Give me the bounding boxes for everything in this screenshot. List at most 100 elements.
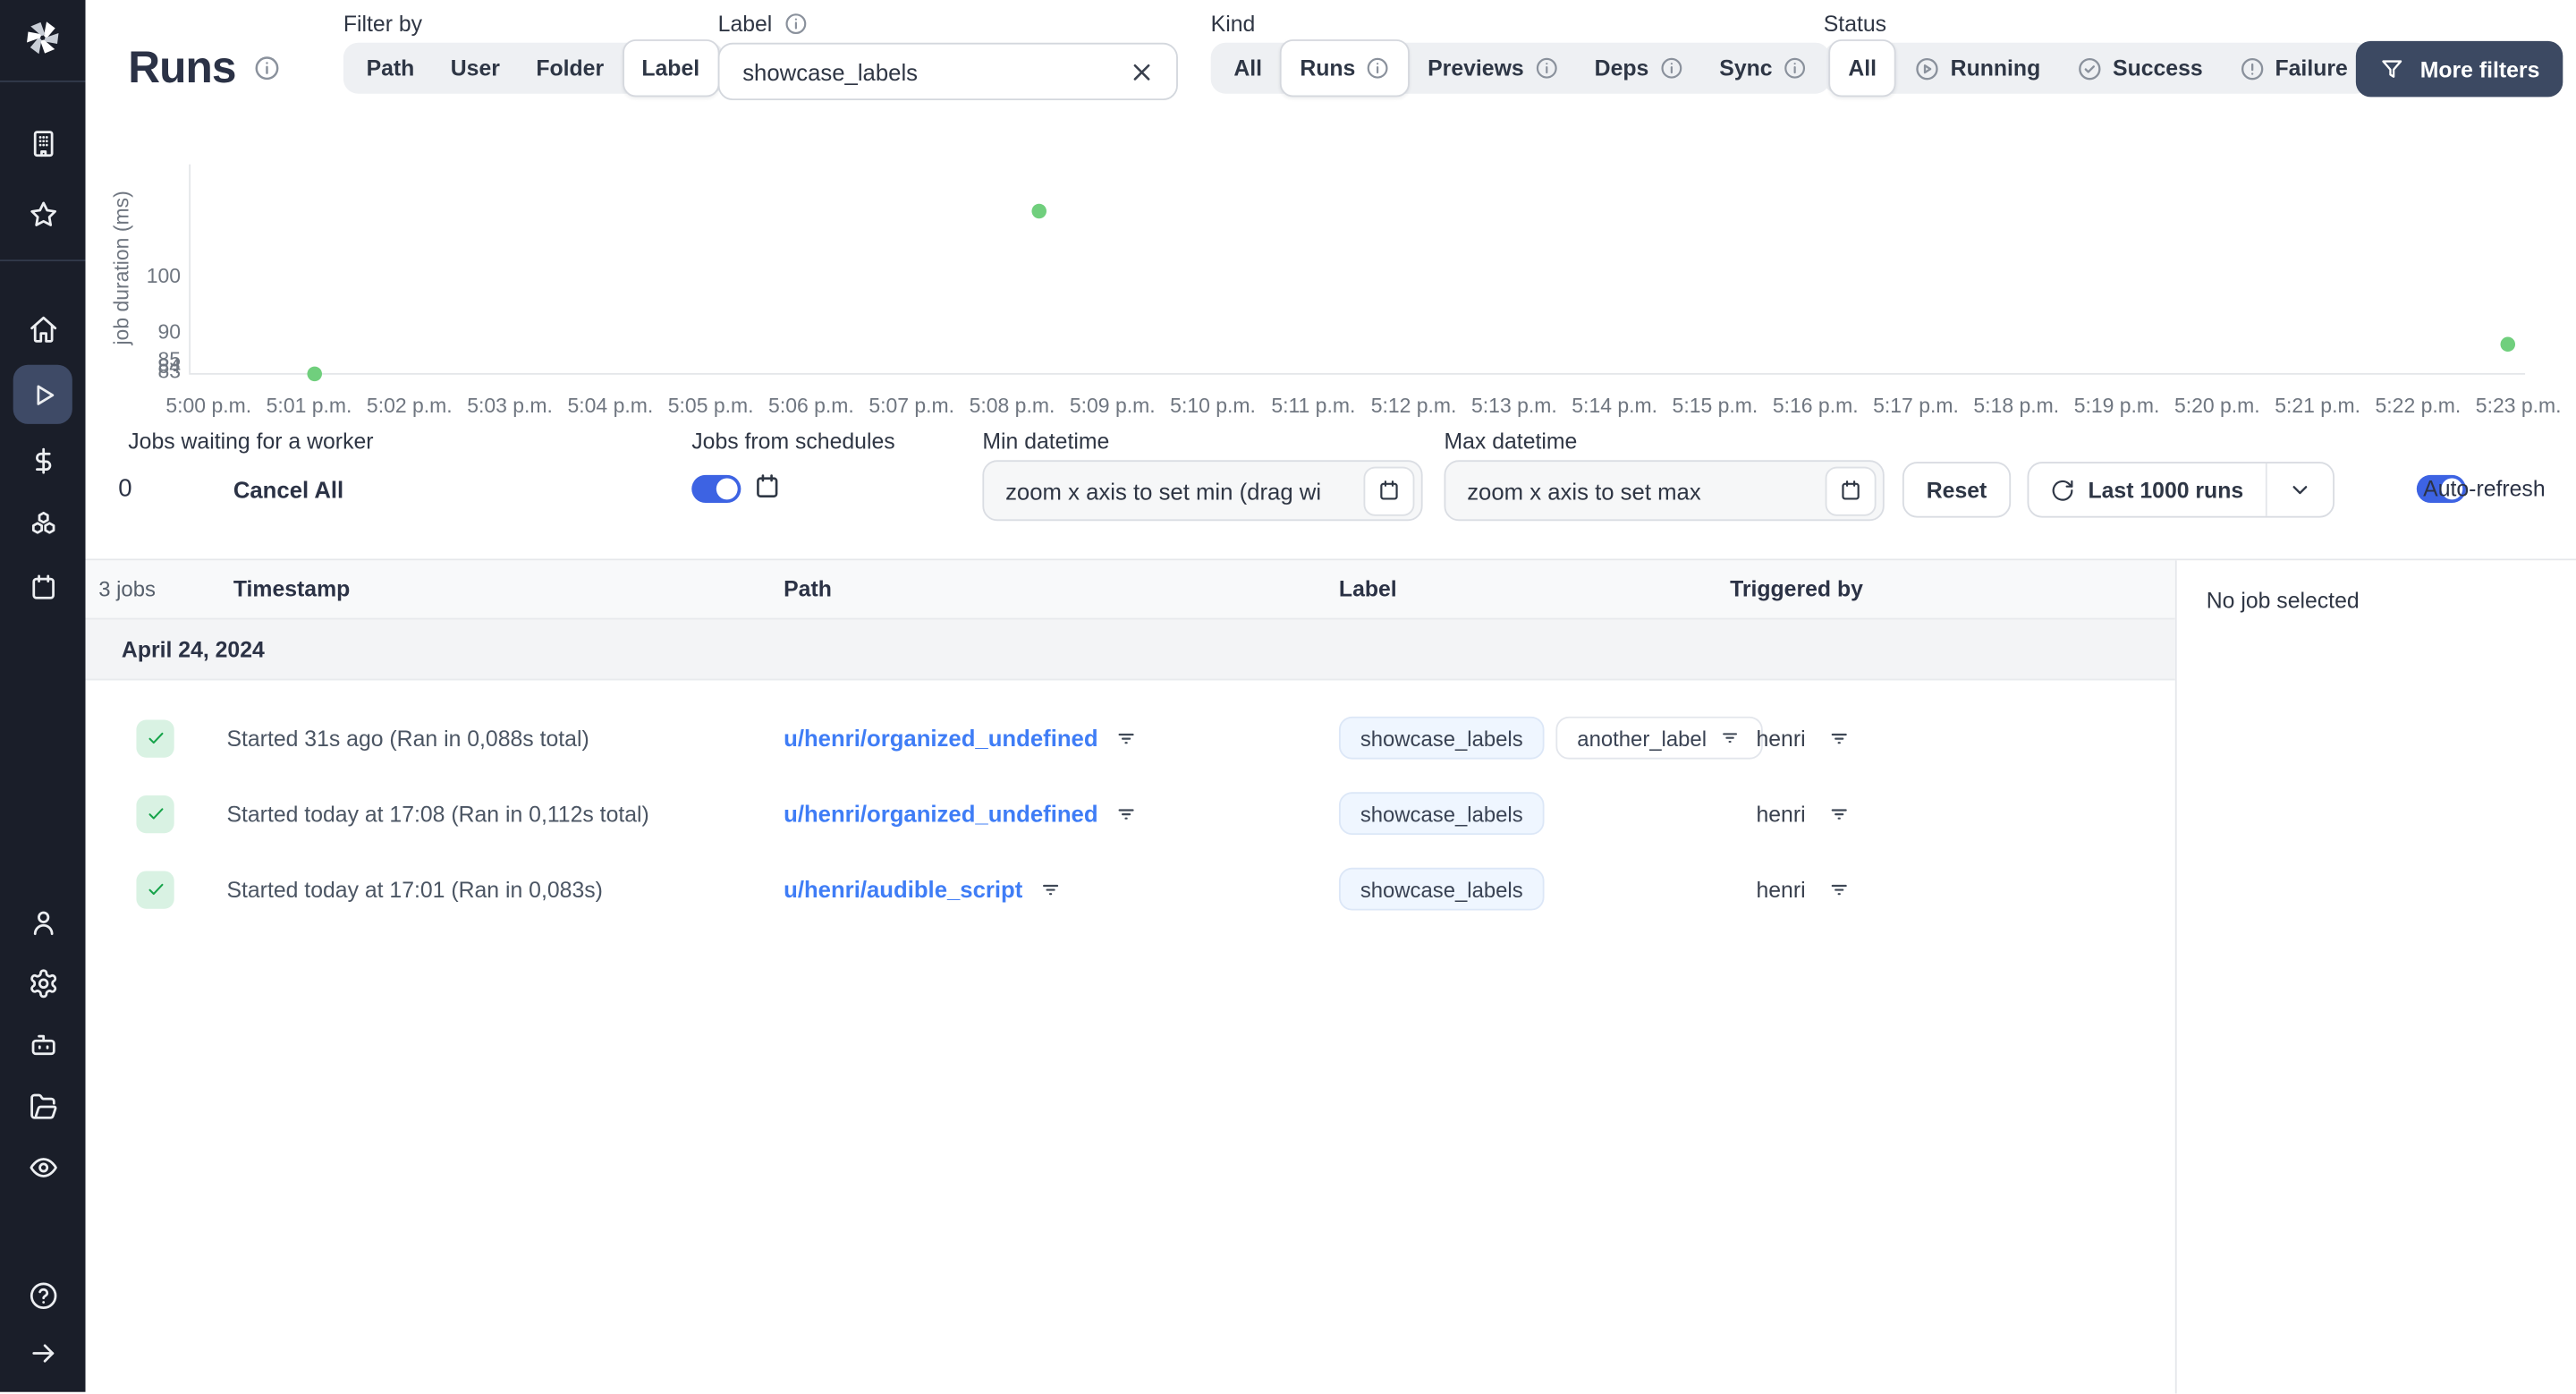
x-axis-tick: 5:00 p.m. (165, 394, 252, 418)
filter-by-user-option[interactable]: User (450, 55, 500, 81)
x-axis-tick: 5:23 p.m. (2475, 394, 2562, 418)
filter-by-label-icon[interactable] (1718, 727, 1741, 750)
x-axis-tick: 5:13 p.m. (1471, 394, 1557, 418)
sidebar-item-workers[interactable] (13, 1016, 72, 1075)
x-axis-tick: 5:17 p.m. (1873, 394, 1959, 418)
sidebar-item-favorites[interactable] (13, 184, 72, 243)
table-row[interactable]: Started 31s ago (Ran in 0,088s total) u/… (86, 700, 2175, 775)
runs-range-button[interactable]: Last 1000 runs (2029, 463, 2265, 516)
runs-kind-info-icon (1365, 55, 1390, 81)
reset-button[interactable]: Reset (1902, 462, 2012, 518)
x-axis-tick: 5:07 p.m. (869, 394, 955, 418)
status-running-option[interactable]: Running (1896, 43, 2058, 94)
status-all-option[interactable]: All (1828, 39, 1897, 98)
refresh-icon (2050, 478, 2075, 503)
col-timestamp: Timestamp (233, 576, 351, 602)
col-label: Label (1338, 576, 1397, 602)
sidebar-item-variables[interactable] (13, 430, 72, 489)
max-datetime-calendar-button[interactable] (1825, 465, 1877, 515)
sidebar-expand-button[interactable] (13, 1323, 72, 1382)
x-axis-line (189, 372, 2526, 375)
sync-info-icon (1783, 55, 1808, 81)
gear-icon (27, 967, 58, 999)
run-timestamp: Started today at 17:08 (Ran in 0,112s to… (226, 801, 649, 826)
label-chip: showcase_labels (1338, 716, 1545, 760)
kind-deps-option[interactable]: Deps (1576, 43, 1701, 94)
table-row[interactable]: Started today at 17:08 (Ran in 0,112s to… (86, 776, 2175, 851)
help-circle-icon (27, 1279, 58, 1311)
filter-by-user-icon[interactable] (1827, 726, 1852, 751)
y-axis-tick: 90 (157, 320, 182, 344)
filter-by-label: Filter by (343, 11, 423, 37)
sidebar-item-audit-logs[interactable] (13, 1137, 72, 1196)
label-chip[interactable]: another_label (1555, 716, 1763, 760)
sidebar-item-schedules[interactable] (13, 557, 72, 616)
label-info-icon[interactable] (784, 12, 809, 37)
sidebar-item-settings[interactable] (13, 953, 72, 1012)
jobs-from-schedules-toggle[interactable] (691, 474, 741, 504)
sidebar-item-runs[interactable] (13, 364, 72, 424)
more-filters-button[interactable]: More filters (2355, 40, 2563, 98)
filter-by-path-icon[interactable] (1039, 877, 1064, 902)
sidebar-item-users[interactable] (13, 892, 72, 951)
filter-by-user-icon[interactable] (1827, 801, 1852, 826)
min-datetime-input[interactable]: zoom x axis to set min (drag wi (982, 460, 1423, 522)
windmill-logo-icon[interactable] (20, 15, 65, 61)
run-path-link[interactable]: u/henri/organized_undefined (784, 724, 1098, 752)
run-timestamp: Started today at 17:01 (Ran in 0,083s) (226, 876, 603, 902)
sidebar-divider (0, 80, 86, 82)
eye-icon (27, 1152, 58, 1183)
filter-by-user-icon[interactable] (1827, 877, 1852, 902)
kind-all-option[interactable]: All (1233, 55, 1263, 81)
chevron-down-icon (2286, 477, 2312, 503)
table-row[interactable]: Started today at 17:01 (Ran in 0,083s) u… (86, 851, 2175, 926)
arrow-right-icon (27, 1337, 58, 1368)
sidebar-item-workspace[interactable] (13, 114, 72, 173)
filter-by-path-icon[interactable] (1114, 801, 1140, 826)
run-data-point[interactable] (306, 365, 322, 381)
max-datetime-input[interactable]: zoom x axis to set max (1444, 460, 1885, 522)
triggered-by-user: henri (1756, 725, 1806, 751)
kind-runs-option[interactable]: Runs (1280, 39, 1410, 98)
star-icon (27, 198, 58, 229)
status-failure-option[interactable]: Failure (2221, 43, 2366, 94)
kind-previews-option[interactable]: Previews (1410, 43, 1577, 94)
filter-by-path-icon[interactable] (1114, 726, 1140, 751)
run-data-point[interactable] (2501, 337, 2516, 353)
status-success-option[interactable]: Success (2058, 43, 2220, 94)
x-axis-tick: 5:04 p.m. (567, 394, 654, 418)
kind-sync-option[interactable]: Sync (1701, 43, 1825, 94)
filter-by-folder-option[interactable]: Folder (536, 55, 605, 81)
failure-status-icon (2239, 55, 2265, 81)
runs-info-icon[interactable] (252, 55, 280, 82)
runs-range-split-button: Last 1000 runs (2027, 462, 2334, 518)
auto-refresh-toggle[interactable] (2417, 474, 2467, 504)
run-path-link[interactable]: u/henri/organized_undefined (784, 800, 1098, 827)
label-filter-label: Label (717, 11, 773, 37)
runs-range-dropdown-button[interactable] (2267, 463, 2332, 516)
filter-by-path-option[interactable]: Path (366, 55, 415, 81)
cancel-all-button[interactable]: Cancel All (233, 476, 344, 504)
jobs-count: 3 jobs (98, 576, 156, 602)
run-data-point[interactable] (1031, 203, 1047, 218)
y-axis-tick: 85 (157, 348, 182, 372)
min-datetime-calendar-button[interactable] (1363, 465, 1415, 515)
building-icon (27, 127, 58, 158)
success-check-icon (136, 795, 174, 833)
col-path: Path (784, 576, 832, 602)
success-check-icon (136, 870, 174, 908)
sidebar-divider (0, 259, 86, 262)
label-filter-input[interactable]: showcase_labels (717, 42, 1178, 101)
clear-label-icon[interactable] (1127, 56, 1157, 86)
runs-duration-chart[interactable]: job duration (ms) 100 90 85 84 83 5:00 p.m. 5… (86, 0, 2576, 428)
run-path-link[interactable]: u/henri/audible_script (784, 875, 1023, 903)
sidebar-item-resources[interactable] (13, 495, 72, 554)
status-label: Status (1823, 11, 1887, 37)
sidebar-item-folders[interactable] (13, 1076, 72, 1135)
x-axis-tick: 5:01 p.m. (266, 394, 352, 418)
sidebar-item-home[interactable] (13, 299, 72, 358)
sidebar-item-help[interactable] (13, 1265, 72, 1324)
x-axis-tick: 5:18 p.m. (1973, 394, 2060, 418)
filter-by-label-option[interactable]: Label (622, 39, 720, 98)
schedules-calendar-icon[interactable] (752, 472, 782, 501)
